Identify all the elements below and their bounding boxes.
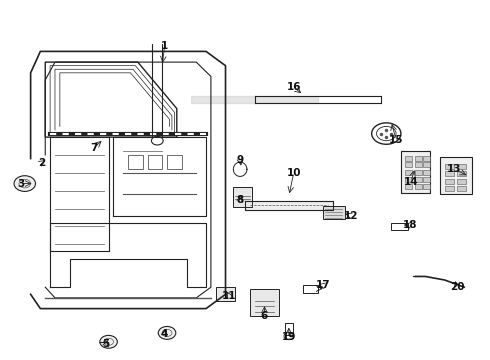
Bar [415,184,422,189]
Bar [445,179,454,184]
Bar [415,162,422,167]
Circle shape [100,336,117,348]
Text: 16: 16 [287,82,301,92]
Bar [423,177,430,182]
Bar [391,223,408,230]
Bar [423,184,430,189]
Bar [401,152,430,193]
Text: 6: 6 [261,311,268,321]
Circle shape [158,327,176,339]
Bar [405,157,412,161]
Bar [423,162,430,167]
Circle shape [14,176,35,192]
Bar [445,164,454,169]
Bar [167,155,182,169]
Bar [147,155,162,169]
Bar [415,170,422,175]
Text: 14: 14 [403,177,418,187]
Text: 13: 13 [447,164,462,174]
Polygon shape [245,202,333,210]
Text: 11: 11 [222,291,237,301]
Bar [405,184,412,189]
Bar [423,157,430,161]
Text: 1: 1 [161,41,168,51]
Bar [445,186,454,191]
Text: 20: 20 [450,282,464,292]
Text: 2: 2 [38,158,45,168]
Bar [457,164,465,169]
Text: 9: 9 [237,156,244,165]
Text: 7: 7 [90,143,98,153]
Bar [457,179,465,184]
Bar [415,157,422,161]
Text: 19: 19 [282,332,296,342]
Bar [250,289,279,316]
Text: 15: 15 [389,135,403,145]
Text: 8: 8 [237,195,244,204]
Bar [128,155,143,169]
Bar [415,177,422,182]
Bar [216,287,235,301]
Text: 10: 10 [287,168,301,178]
Text: 3: 3 [17,179,24,189]
Text: 17: 17 [316,280,330,291]
Bar [323,206,345,219]
Bar [285,323,293,336]
Bar [405,170,412,175]
Bar [423,170,430,175]
Text: 18: 18 [402,220,417,230]
Bar [457,171,465,176]
Bar [405,177,412,182]
Bar [445,171,454,176]
Text: 12: 12 [344,211,359,221]
Bar [405,162,412,167]
Bar [233,187,252,207]
Bar [440,157,471,194]
Text: 4: 4 [161,329,168,339]
Bar [303,285,318,293]
Text: 5: 5 [102,339,110,349]
Bar [457,186,465,191]
